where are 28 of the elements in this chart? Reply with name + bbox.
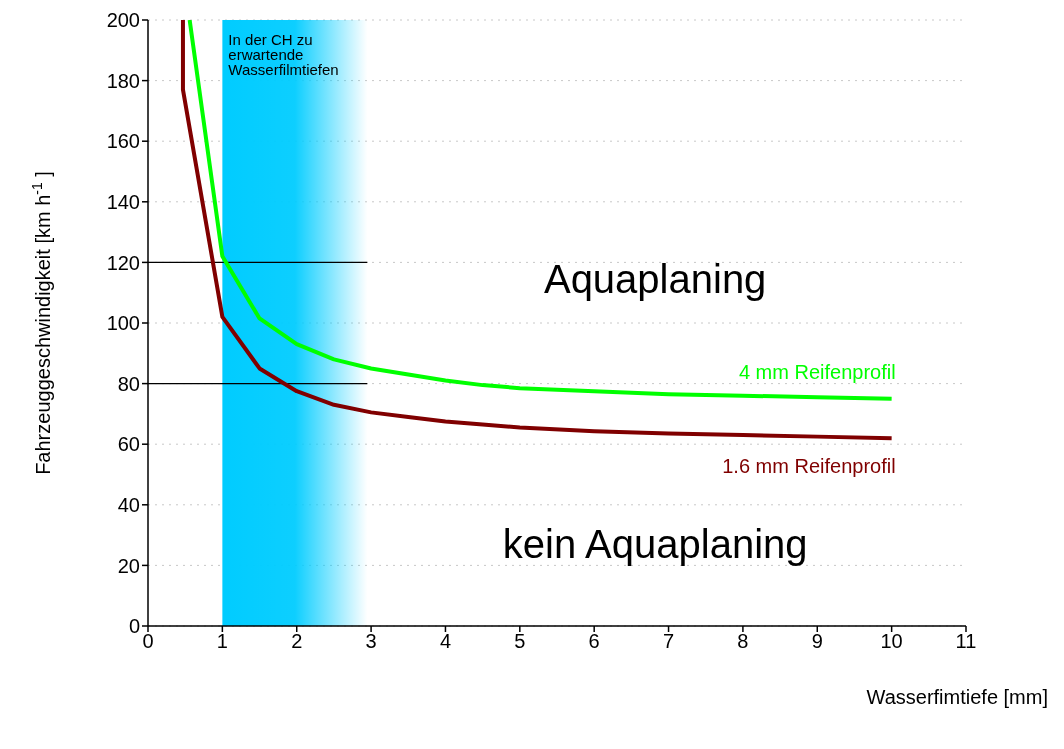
x-tick-label: 0 <box>142 630 154 653</box>
annotation: Aquaplaning <box>543 256 767 302</box>
x-tick-label: 7 <box>662 630 675 653</box>
y-tick-label: 100 <box>106 312 140 335</box>
x-tick-label: 11 <box>955 630 977 653</box>
x-tick-label: 3 <box>365 630 377 653</box>
series-label: 4 mm Reifenprofil <box>738 360 896 383</box>
x-tick-label: 6 <box>588 630 600 653</box>
y-tick-label: 200 <box>106 9 140 32</box>
series-label: 1.6 mm Reifenprofil <box>722 455 896 478</box>
x-tick-label: 1 <box>216 630 228 653</box>
x-tick-label: 2 <box>291 630 303 653</box>
y-tick-label: 40 <box>117 493 140 516</box>
y-tick-label: 180 <box>106 69 140 92</box>
y-tick-label: 60 <box>117 433 140 456</box>
x-tick-label: 8 <box>737 630 749 653</box>
y-tick-label: 160 <box>106 130 140 153</box>
x-tick-label: 9 <box>811 630 823 653</box>
x-tick-label: 10 <box>880 630 903 653</box>
annotation: kein Aquaplaning <box>502 521 808 567</box>
y-tick-label: 0 <box>128 615 140 638</box>
x-axis-title: Wasserfimtiefe [mm] <box>866 686 1048 708</box>
x-tick-label: 5 <box>514 630 526 653</box>
y-tick-label: 80 <box>117 372 140 395</box>
x-tick-label: 4 <box>439 630 452 653</box>
y-tick-label: 20 <box>117 554 140 577</box>
y-tick-label: 120 <box>106 251 140 274</box>
y-tick-label: 140 <box>106 190 140 213</box>
